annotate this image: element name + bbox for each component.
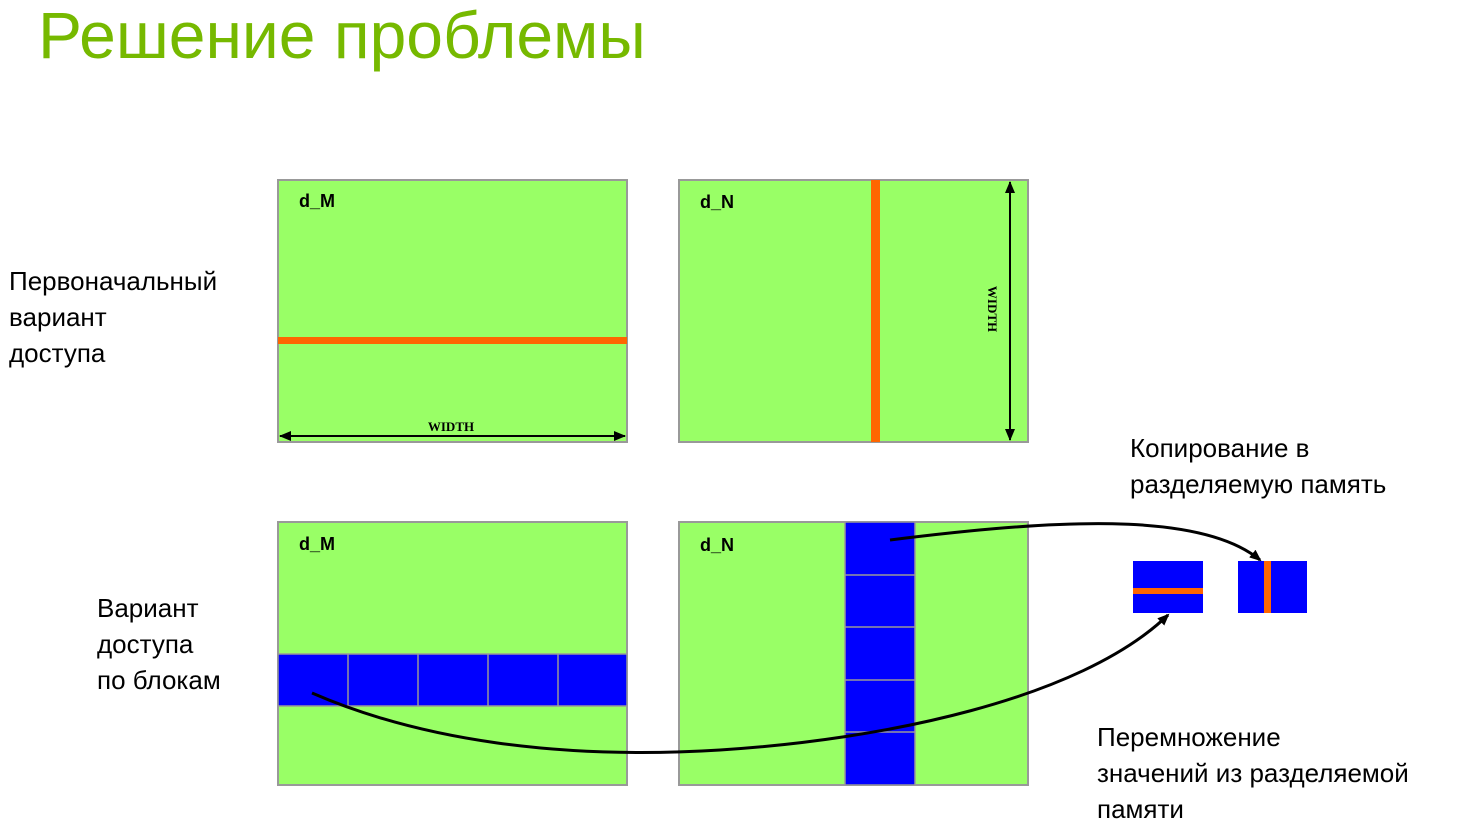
matrix-bottom-right-column-blocks bbox=[844, 521, 916, 786]
matrix-top-left-body bbox=[277, 179, 628, 443]
copy-shared-line-2: разделяемую память bbox=[1130, 469, 1387, 499]
initial-access-line-1: Первоначальный bbox=[9, 266, 218, 296]
block-access-line-1: Вариант bbox=[97, 593, 199, 623]
shared-tile-column-body bbox=[1238, 561, 1307, 613]
matrix-top-right-label: d_N bbox=[700, 192, 734, 212]
shared-tile-row-highlight bbox=[1133, 588, 1203, 594]
page-title: Решение проблемы bbox=[38, 0, 646, 72]
matrix-bottom-right-label: d_N bbox=[700, 535, 734, 555]
multiply-shared-line-2: значений из разделяемой bbox=[1097, 758, 1409, 788]
block-access-line-3: по блокам bbox=[97, 665, 221, 695]
shared-memory-tile-row bbox=[1133, 561, 1203, 613]
shared-tile-column-highlight bbox=[1264, 561, 1271, 613]
multiply-shared-line-3: памяти bbox=[1097, 794, 1184, 824]
matrix-top-left-label: d_M bbox=[299, 191, 335, 211]
matrix-bottom-left-label: d_M bbox=[299, 534, 335, 554]
matrix-top-right-column-highlight bbox=[871, 180, 880, 442]
copy-arrow bbox=[889, 522, 1262, 562]
copy-shared-label: Копирование в разделяемую память bbox=[1130, 430, 1386, 502]
matrix-top-left-row-highlight bbox=[278, 337, 627, 344]
matrix-top-right-body bbox=[678, 179, 1029, 443]
block-access-line-2: доступа bbox=[97, 629, 194, 659]
matrix-bottom-right: d_N bbox=[678, 521, 1029, 786]
multiply-shared-label: Перемножение значений из разделяемой пам… bbox=[1097, 719, 1409, 827]
initial-access-line-3: доступа bbox=[9, 338, 106, 368]
copy-shared-line-1: Копирование в bbox=[1130, 433, 1310, 463]
shared-tile-row-body bbox=[1133, 561, 1203, 613]
initial-access-line-2: вариант bbox=[9, 302, 107, 332]
matrix-bottom-left-row-blocks bbox=[277, 653, 628, 707]
shared-memory-tile-column bbox=[1238, 561, 1307, 613]
block-access-label: Вариант доступа по блокам bbox=[97, 590, 221, 698]
multiply-shared-line-1: Перемножение bbox=[1097, 722, 1281, 752]
initial-access-label: Первоначальный вариант доступа bbox=[9, 263, 217, 371]
width-dimension-label-horizontal: WIDTH bbox=[428, 419, 474, 434]
matrix-top-right: d_N WIDTH bbox=[678, 179, 1029, 443]
matrix-bottom-left: d_M bbox=[277, 521, 628, 786]
matrix-top-left: d_M WIDTH bbox=[277, 179, 628, 443]
multiply-arrow bbox=[311, 613, 1170, 754]
width-dimension-label-vertical: WIDTH bbox=[985, 286, 1000, 332]
